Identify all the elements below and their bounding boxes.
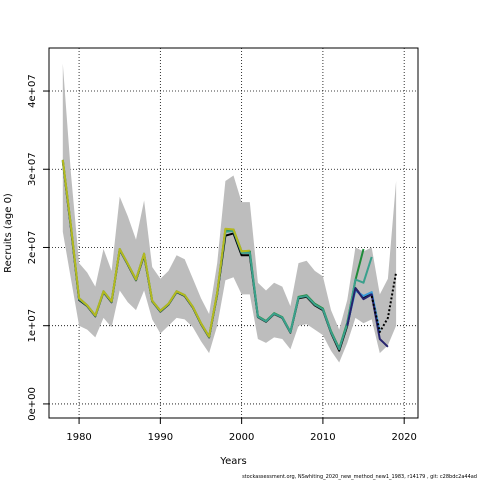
plot-frame <box>48 47 419 419</box>
x-tick-label: 1990 <box>148 432 173 443</box>
y-tick-label: 1e+07 <box>27 309 38 343</box>
series-layer <box>61 159 398 352</box>
x-tick-label: 1980 <box>66 432 91 443</box>
x-tick-label: 2010 <box>310 432 335 443</box>
x-axis: 1980 1990 2000 2010 2020 <box>66 418 417 443</box>
series-line-5 <box>370 272 398 333</box>
series-line-6 <box>61 159 250 338</box>
series-line-4 <box>346 287 389 348</box>
x-axis-title: Years <box>219 456 246 467</box>
y-tick-label: 2e+07 <box>27 231 38 265</box>
y-axis: 0e+00 1e+07 2e+07 3e+07 4e+07 <box>27 74 49 421</box>
x-tick-label: 2020 <box>391 432 416 443</box>
y-tick-label: 3e+07 <box>27 152 38 186</box>
confidence-band <box>62 63 397 363</box>
confidence-band-layer <box>62 63 397 363</box>
footnote: stockassessment.org, NSwhiting_2020_new_… <box>242 474 477 480</box>
y-tick-label: 4e+07 <box>27 74 38 108</box>
x-tick-label: 2000 <box>229 432 254 443</box>
y-tick-label: 0e+00 <box>27 387 38 421</box>
y-axis-title: Recruits (age 0) <box>3 193 14 273</box>
